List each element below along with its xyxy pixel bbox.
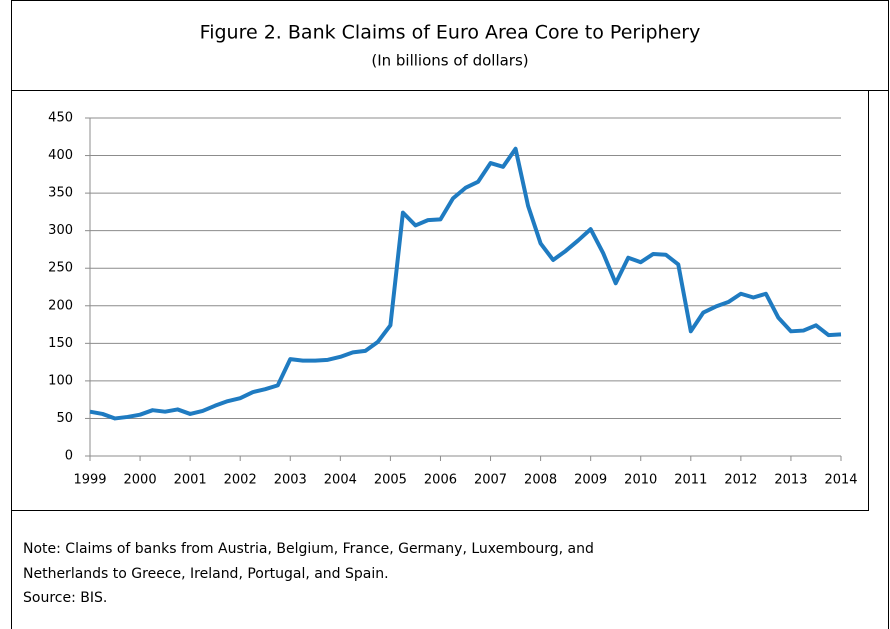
y-tick-label: 250 (48, 261, 73, 276)
x-tick-label: 2011 (674, 473, 707, 488)
x-tick-label: 1999 (73, 473, 106, 488)
x-tick-label: 2002 (224, 473, 257, 488)
y-tick-label: 400 (48, 148, 73, 163)
x-tick-label: 2013 (774, 473, 807, 488)
x-tick-label: 2005 (374, 473, 407, 488)
x-tick-label: 2007 (474, 473, 507, 488)
x-tick-label: 2003 (274, 473, 307, 488)
y-tick-label: 0 (65, 449, 73, 464)
chart-title: Figure 2. Bank Claims of Euro Area Core … (200, 22, 701, 44)
source-line: Source: BIS. (23, 590, 107, 606)
x-tick-label: 2008 (524, 473, 557, 488)
x-tick-label: 2010 (624, 473, 657, 488)
chart-subtitle: (In billions of dollars) (371, 52, 528, 70)
x-tick-label: 2006 (424, 473, 457, 488)
data-line (89, 146, 842, 421)
x-tick-label: 2012 (724, 473, 757, 488)
y-tick-label: 150 (48, 336, 73, 351)
x-tick-label: 2004 (324, 473, 357, 488)
x-tick-label: 2000 (124, 473, 157, 488)
x-tick-label: 2009 (574, 473, 607, 488)
y-tick-label: 300 (48, 223, 73, 238)
x-tick-label: 2001 (174, 473, 207, 488)
y-tick-label: 100 (48, 373, 73, 388)
outer-frame (11, 0, 889, 629)
y-tick-label: 450 (48, 111, 73, 126)
note-line: Netherlands to Greece, Ireland, Portugal… (23, 566, 389, 582)
x-tick-label: 2014 (824, 473, 857, 488)
y-tick-label: 350 (48, 186, 73, 201)
note-line: Note: Claims of banks from Austria, Belg… (23, 541, 594, 557)
y-tick-label: 50 (56, 411, 73, 426)
y-tick-label: 200 (48, 298, 73, 313)
